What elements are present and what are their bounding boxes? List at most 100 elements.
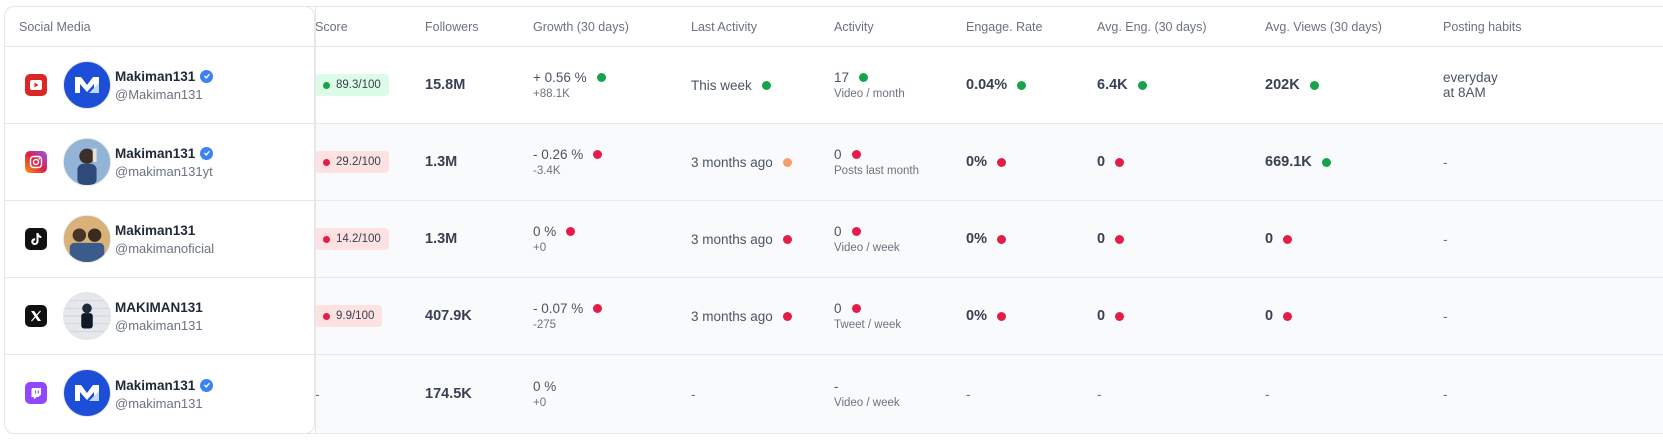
score-badge: 14.2/100 bbox=[315, 228, 389, 250]
social-media-table: Social Media Score Followers Growth (30 … bbox=[4, 6, 1663, 434]
activity-count: 0 bbox=[834, 147, 842, 162]
avg-views: - bbox=[1265, 386, 1270, 402]
status-dot bbox=[1283, 311, 1293, 321]
engage-rate: 0.04% bbox=[966, 77, 1008, 93]
activity-unit: Video / week bbox=[834, 397, 900, 409]
account-handle: @makiman131 bbox=[115, 395, 203, 411]
status-dot bbox=[1309, 80, 1319, 90]
growth-absolute: -3.4K bbox=[533, 165, 561, 177]
score-badge: - bbox=[315, 386, 320, 402]
activity-count: 0 bbox=[834, 224, 842, 239]
header-avg-eng[interactable]: Avg. Eng. (30 days) bbox=[1097, 19, 1207, 34]
engage-rate: 0% bbox=[966, 154, 987, 170]
table-row[interactable]: Makiman131 @Makiman131 89.3/100 15.8M + … bbox=[5, 47, 1663, 124]
account-handle: @Makiman131 bbox=[115, 86, 203, 102]
last-activity: - bbox=[691, 386, 696, 402]
growth-percent: 0 % bbox=[533, 224, 557, 239]
account-handle: @makiman131yt bbox=[115, 163, 213, 179]
activity-unit: Video / week bbox=[834, 242, 900, 254]
account-name[interactable]: Makiman131 bbox=[115, 377, 196, 393]
verified-icon bbox=[200, 69, 214, 83]
growth-absolute: +0 bbox=[533, 242, 547, 254]
engage-rate: 0% bbox=[966, 231, 987, 247]
engage-rate: - bbox=[966, 386, 971, 402]
table-row[interactable]: Makiman131 @makiman131yt 29.2/100 1.3M -… bbox=[5, 124, 1663, 201]
header-social-media[interactable]: Social Media bbox=[19, 19, 91, 34]
posting-habits: - bbox=[1443, 308, 1448, 324]
account-name[interactable]: Makiman131 bbox=[115, 222, 196, 238]
verified-icon bbox=[200, 378, 214, 392]
tiktok-icon bbox=[25, 228, 47, 250]
posting-habits: - bbox=[1443, 231, 1448, 247]
status-dot bbox=[851, 150, 861, 159]
header-posting-habits[interactable]: Posting habits bbox=[1443, 19, 1522, 34]
followers-value: 407.9K bbox=[425, 308, 472, 324]
avatar bbox=[63, 292, 111, 340]
last-activity: 3 months ago bbox=[691, 154, 773, 170]
activity-count: 0 bbox=[834, 301, 842, 316]
status-dot bbox=[1115, 311, 1125, 321]
header-activity[interactable]: Activity bbox=[834, 19, 874, 34]
avg-eng: 0 bbox=[1097, 231, 1106, 247]
growth-absolute: -275 bbox=[533, 319, 557, 331]
status-dot bbox=[1137, 80, 1147, 90]
table-row[interactable]: Makiman131 @makimanoficial 14.2/100 1.3M… bbox=[5, 201, 1663, 278]
avg-views: 669.1K bbox=[1265, 154, 1312, 170]
account-name[interactable]: MAKIMAN131 bbox=[115, 299, 203, 315]
twitch-icon bbox=[25, 382, 47, 404]
status-dot bbox=[1017, 80, 1027, 90]
header-followers[interactable]: Followers bbox=[425, 19, 479, 34]
activity-unit: Posts last month bbox=[834, 165, 920, 177]
avatar bbox=[63, 369, 111, 417]
status-dot bbox=[593, 304, 603, 313]
posting-habits: - bbox=[1443, 154, 1448, 170]
header-engage-rate[interactable]: Engage. Rate bbox=[966, 19, 1043, 34]
avg-eng: - bbox=[1097, 386, 1102, 402]
avatar bbox=[63, 61, 111, 109]
account-handle: @makimanoficial bbox=[115, 240, 215, 256]
avg-views: 0 bbox=[1265, 231, 1274, 247]
verified-icon bbox=[200, 146, 214, 160]
account-name[interactable]: Makiman131 bbox=[115, 145, 196, 161]
growth-percent: + 0.56 % bbox=[533, 70, 587, 85]
followers-value: 1.3M bbox=[425, 231, 458, 247]
followers-value: 15.8M bbox=[425, 77, 466, 93]
header-last-activity[interactable]: Last Activity bbox=[691, 19, 757, 34]
status-dot bbox=[996, 157, 1006, 167]
avg-eng: 6.4K bbox=[1097, 77, 1128, 93]
avatar bbox=[63, 215, 111, 263]
instagram-icon bbox=[25, 151, 47, 173]
engage-rate: 0% bbox=[966, 308, 987, 324]
status-dot bbox=[782, 234, 792, 244]
table-row[interactable]: Makiman131 @makiman131 - 174.5K 0 % +0 -… bbox=[5, 355, 1663, 433]
posting-habits: - bbox=[1443, 386, 1448, 402]
x-icon bbox=[25, 305, 47, 327]
status-dot bbox=[593, 150, 603, 159]
header-score[interactable]: Score bbox=[315, 19, 348, 34]
status-dot bbox=[996, 311, 1006, 321]
score-badge: 9.9/100 bbox=[315, 305, 383, 327]
header-avg-views[interactable]: Avg. Views (30 days) bbox=[1265, 19, 1382, 34]
growth-percent: - 0.26 % bbox=[533, 147, 584, 162]
status-dot bbox=[782, 311, 792, 321]
table-header: Social Media Score Followers Growth (30 … bbox=[5, 7, 1663, 47]
status-dot bbox=[596, 73, 606, 82]
table-row[interactable]: MAKIMAN131 @makiman131 9.9/100 407.9K - … bbox=[5, 278, 1663, 355]
growth-absolute: +88.1K bbox=[533, 88, 570, 100]
growth-percent: 0 % bbox=[533, 379, 557, 394]
status-dot bbox=[851, 304, 861, 313]
status-dot bbox=[566, 227, 576, 236]
avg-eng: 0 bbox=[1097, 308, 1106, 324]
status-dot bbox=[1321, 157, 1331, 167]
activity-unit: Tweet / week bbox=[834, 319, 902, 331]
last-activity: 3 months ago bbox=[691, 308, 773, 324]
column-divider bbox=[315, 7, 316, 433]
avg-views: 202K bbox=[1265, 77, 1300, 93]
status-dot bbox=[761, 80, 771, 90]
youtube-icon bbox=[25, 74, 47, 96]
avg-views: 0 bbox=[1265, 308, 1274, 324]
activity-count: 17 bbox=[834, 70, 850, 85]
score-badge: 29.2/100 bbox=[315, 151, 389, 173]
account-name[interactable]: Makiman131 bbox=[115, 68, 196, 84]
header-growth[interactable]: Growth (30 days) bbox=[533, 19, 629, 34]
